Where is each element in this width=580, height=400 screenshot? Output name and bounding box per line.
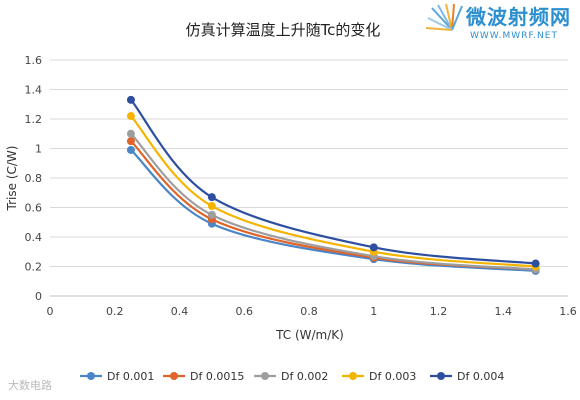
series-line [130,149,536,273]
legend-swatch-marker [261,372,269,380]
y-tick-label: 1.4 [25,84,43,97]
legend-item: Df 0.003 [342,370,416,383]
x-tick-label: 0.4 [171,305,189,318]
y-tick-labels: 0 0.2 0.4 0.6 0.8 1 1.2 1.4 1.6 [25,54,43,303]
legend-swatch-marker [87,372,95,380]
x-tick-label: 0.8 [300,305,318,318]
legend-swatch-marker [437,372,445,380]
x-tick-labels: 0 0.2 0.4 0.6 0.8 1 1.2 1.4 1.6 [47,305,577,318]
logo-burst-icon [425,3,463,31]
y-tick-label: 0.2 [25,261,43,274]
y-tick-label: 0.6 [25,202,43,215]
x-tick-label: 1 [370,305,377,318]
series-line [130,132,536,271]
legend-label: Df 0.003 [369,370,416,383]
legend-swatch-marker [170,372,178,380]
y-tick-label: 1.6 [25,54,43,67]
data-point [531,259,540,268]
data-point [207,210,216,219]
x-tick-label: 0.2 [106,305,124,318]
chart-title: 仿真计算温度上升随Tc的变化 [186,21,381,39]
legend-item: Df 0.002 [254,370,328,383]
logo-text-cn: 微波射频网 [465,5,571,29]
series-4 [126,112,540,271]
data-point [126,137,135,146]
data-point [207,202,216,211]
watermark: 大数电路 [8,378,52,392]
legend-item: Df 0.001 [80,370,154,383]
y-tick-label: 0.8 [25,172,43,185]
site-logo: 微波射频网 WWW.MWRF.NET [425,3,571,41]
legend-item: Df 0.0015 [163,370,244,383]
legend-label: Df 0.001 [107,370,154,383]
y-tick-label: 1.2 [25,113,43,126]
x-tick-label: 1.4 [495,305,513,318]
series-line [130,115,536,268]
y-tick-label: 1 [35,143,42,156]
data-point [369,243,378,252]
legend-item: Df 0.004 [430,370,504,383]
y-axis-label: Trise (C/W) [5,146,19,212]
data-point [126,95,135,104]
data-point [207,193,216,202]
y-tick-label: 0.4 [25,231,43,244]
x-tick-label: 0 [47,305,54,318]
data-point [126,145,135,154]
series-line [130,99,536,265]
legend-swatch-marker [349,372,357,380]
legend: Df 0.001 Df 0.0015 Df 0.002 Df 0.003 Df 0.00… [80,370,504,383]
data-point [126,112,135,121]
series-1 [126,145,540,275]
series-5 [126,95,540,268]
x-tick-label: 0.6 [236,305,254,318]
watermark-text: 大数电路 [8,378,52,392]
logo-text-en: WWW.MWRF.NET [470,31,558,41]
y-tick-label: 0 [35,290,42,303]
series-lines [126,95,540,275]
data-point [126,129,135,138]
legend-label: Df 0.002 [281,370,328,383]
legend-label: Df 0.0015 [190,370,244,383]
x-tick-label: 1.6 [559,305,577,318]
legend-label: Df 0.004 [457,370,504,383]
x-axis-label: TC (W/m/K) [275,328,344,342]
series-line [130,140,536,271]
x-tick-label: 1.2 [430,305,448,318]
